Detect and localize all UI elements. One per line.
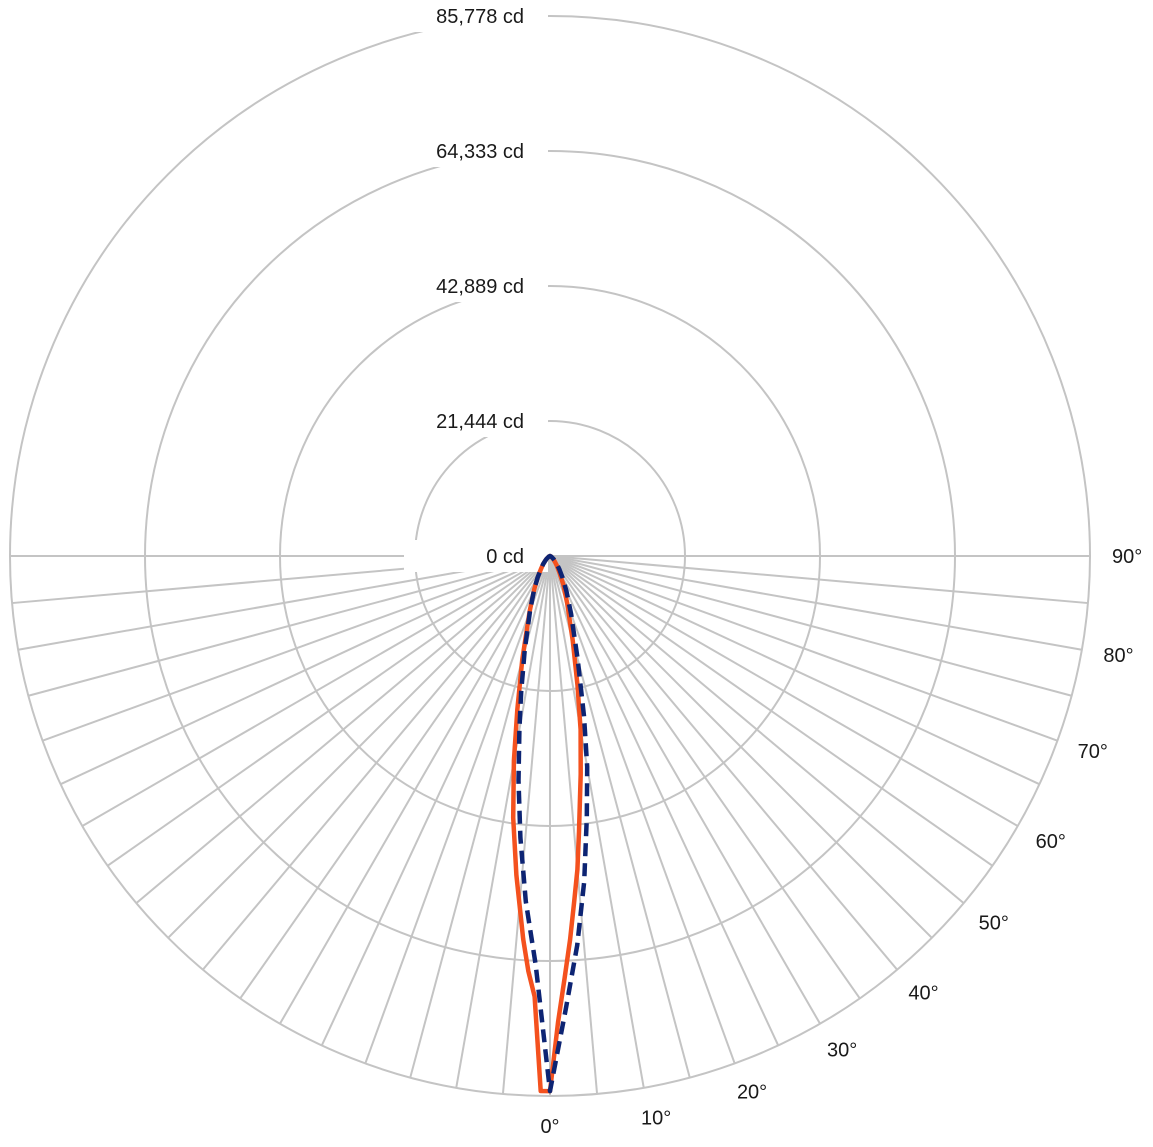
- radial-axis-labels: 0 cd 21,444 cd 42,889 cd 64,333 cd 85,778 cd: [404, 0, 548, 572]
- radial-ring: [279, 285, 821, 827]
- radial-label-background: [404, 270, 548, 302]
- radial-ring: [9, 15, 1091, 1097]
- angle-axis-labels: 0° 10° 20° 30° 40° 50° 60° 70° 80° 90°: [540, 546, 1142, 1138]
- radial-tick-label: 64,333 cd: [436, 141, 524, 163]
- series-line: [516, 553, 590, 1094]
- radial-label-background: [404, 405, 548, 438]
- radial-label-background: [404, 540, 548, 572]
- angle-tick-label: 50°: [979, 912, 1009, 934]
- angle-tick-label: 0°: [540, 1116, 559, 1138]
- angle-tick-label: 90°: [1112, 546, 1142, 568]
- radial-tick-label: 42,889 cd: [436, 276, 524, 298]
- data-series: [510, 553, 590, 1094]
- angle-tick-label: 20°: [737, 1082, 767, 1104]
- angle-tick-label: 10°: [641, 1107, 671, 1129]
- radial-ring: [144, 150, 956, 962]
- series-line: [510, 553, 583, 1094]
- angle-tick-label: 80°: [1103, 645, 1133, 667]
- radial-label-background: [404, 0, 548, 32]
- radial-gridlines: [9, 15, 1091, 1097]
- radial-tick-label: 0 cd: [486, 546, 524, 568]
- angle-tick-label: 70°: [1078, 741, 1108, 763]
- angle-tick-label: 30°: [827, 1040, 857, 1062]
- radial-label-background: [404, 135, 548, 168]
- angle-tick-label: 60°: [1036, 831, 1066, 853]
- radial-tick-label: 21,444 cd: [436, 411, 524, 433]
- angle-tick-label: 40°: [908, 983, 938, 1005]
- radial-tick-label: 85,778 cd: [436, 6, 524, 28]
